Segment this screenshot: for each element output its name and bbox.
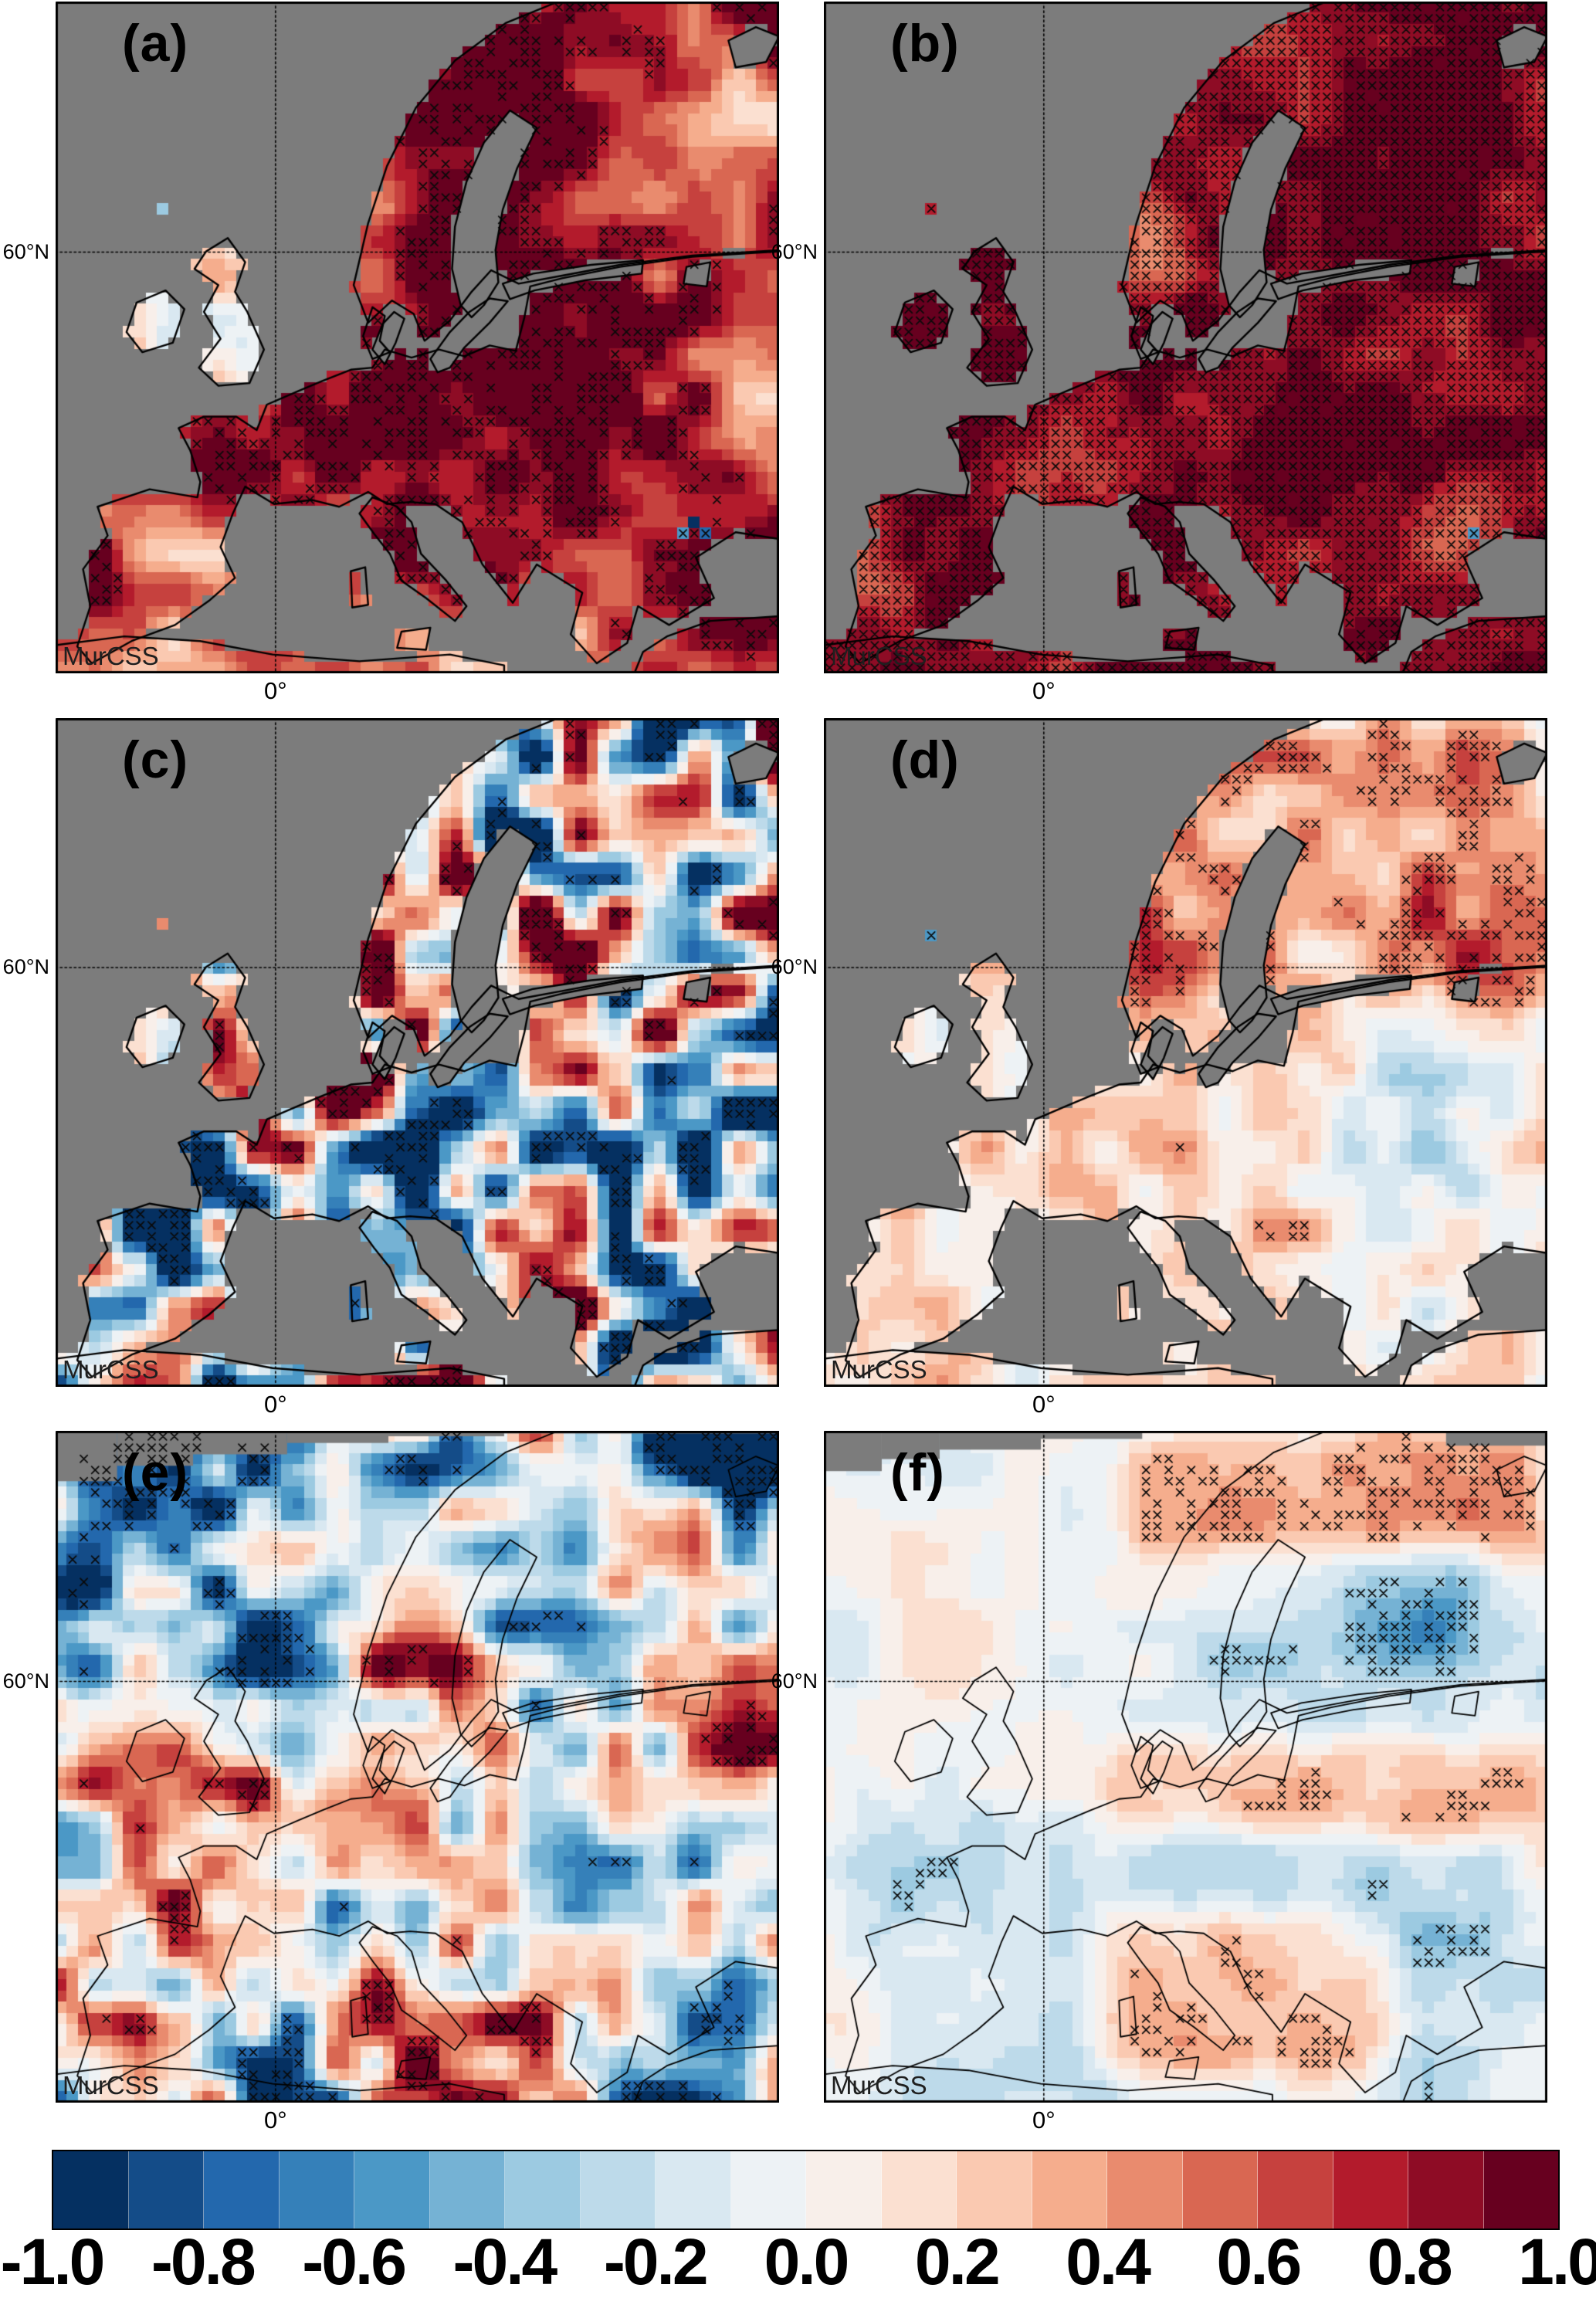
panel-letter-d: (d): [890, 730, 960, 789]
colorbar-tick-label: 0.0: [764, 2225, 850, 2298]
panel-letter-f: (f): [890, 1443, 945, 1502]
murcss-watermark: MurCSS: [63, 2071, 159, 2100]
panel-a: (a) MurCSS 60°N 0°: [3, 2, 779, 704]
lat-tick-60n: 60°N: [2, 239, 49, 263]
map-canvas-a: [56, 2, 779, 673]
colorbar-segment: [128, 2151, 204, 2229]
murcss-watermark: MurCSS: [831, 2071, 927, 2100]
colorbar-segment: [505, 2151, 581, 2229]
panel-letter-a: (a): [122, 14, 189, 73]
colorbar-segment: [1483, 2151, 1558, 2229]
colorbar-segment: [1408, 2151, 1484, 2229]
colorbar-tick-label: -1.0: [0, 2225, 106, 2298]
panel-c: (c) MurCSS 60°N 0°: [3, 718, 779, 1418]
map-canvas-c: [56, 718, 779, 1387]
murcss-watermark: MurCSS: [63, 642, 159, 670]
colorbar-tick-label: -0.2: [603, 2225, 709, 2298]
panel-e: (e) MurCSS 60°N 0°: [3, 1431, 779, 2134]
colorbar-tick-label: -0.4: [452, 2225, 558, 2298]
panel-letter-b: (b): [890, 14, 960, 73]
map-canvas-f: [824, 1431, 1547, 2103]
colorbar-tick-label: 0.6: [1216, 2225, 1303, 2298]
panel-d: (d) MurCSS 60°N 0°: [771, 718, 1547, 1418]
map-canvas-d: [824, 718, 1547, 1387]
lon-tick-0: 0°: [1032, 1391, 1056, 1418]
lon-tick-0: 0°: [264, 1391, 287, 1418]
colorbar-segment: [656, 2151, 731, 2229]
colorbar-segment: [1107, 2151, 1183, 2229]
lon-tick-0: 0°: [1032, 2106, 1056, 2134]
lon-tick-0: 0°: [264, 677, 287, 704]
lat-tick-60n: 60°N: [2, 954, 49, 978]
colorbar-segment: [279, 2151, 354, 2229]
colorbar-tick-label: 0.8: [1367, 2225, 1453, 2298]
lat-tick-60n: 60°N: [771, 954, 818, 978]
murcss-watermark: MurCSS: [831, 1355, 927, 1384]
panel-letter-c: (c): [122, 730, 189, 789]
colorbar-segment: [1182, 2151, 1258, 2229]
colorbar: [52, 2150, 1560, 2230]
colorbar-tick-label: 1.0: [1518, 2225, 1596, 2298]
murcss-watermark: MurCSS: [63, 1355, 159, 1384]
map-canvas-b: [824, 2, 1547, 673]
colorbar-tick-label: 0.2: [914, 2225, 1001, 2298]
colorbar-segment: [53, 2151, 129, 2229]
colorbar-segment: [1258, 2151, 1333, 2229]
lat-tick-60n: 60°N: [771, 1669, 818, 1693]
colorbar-segment: [957, 2151, 1032, 2229]
murcss-watermark: MurCSS: [831, 642, 927, 670]
colorbar-tick-labels: -1.0 -0.8 -0.6 -0.4 -0.2 0.0 0.2 0.4 0.6 0.8 1.0: [1, 2225, 1596, 2298]
colorbar-segment: [354, 2151, 430, 2229]
colorbar-tick-label: -0.6: [302, 2225, 407, 2298]
colorbar-segment: [1032, 2151, 1107, 2229]
colorbar-segment: [1333, 2151, 1408, 2229]
map-canvas-e: [56, 1431, 779, 2103]
colorbar-segment: [429, 2151, 505, 2229]
lon-tick-0: 0°: [264, 2106, 287, 2134]
colorbar-tick-label: 0.4: [1066, 2225, 1151, 2298]
lon-tick-0: 0°: [1032, 677, 1056, 704]
panel-letter-e: (e): [122, 1443, 189, 1502]
colorbar-tick-label: -0.8: [151, 2225, 256, 2298]
colorbar-segment: [730, 2151, 806, 2229]
colorbar-segment: [580, 2151, 656, 2229]
colorbar-segment: [881, 2151, 957, 2229]
colorbar-segment: [806, 2151, 882, 2229]
panel-b: (b) MurCSS 60°N 0°: [771, 2, 1547, 704]
lat-tick-60n: 60°N: [771, 239, 818, 263]
colorbar-segment: [204, 2151, 280, 2229]
lat-tick-60n: 60°N: [2, 1669, 49, 1693]
panel-f: (f) MurCSS 60°N 0°: [771, 1431, 1547, 2134]
